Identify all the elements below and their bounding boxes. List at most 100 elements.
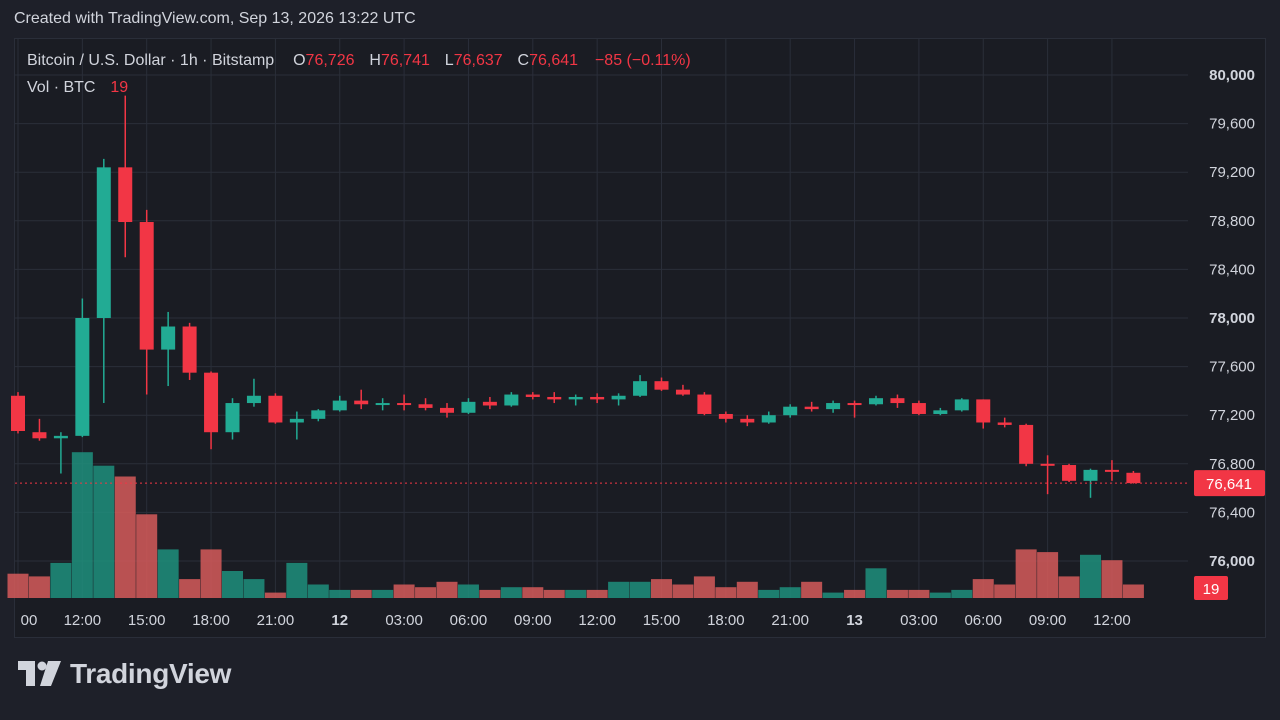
price-tick-label: 76,000 bbox=[1209, 553, 1255, 570]
candle-body bbox=[1019, 424, 1034, 464]
candle-body bbox=[75, 318, 90, 436]
time-tick-label: 18:00 bbox=[192, 612, 230, 629]
candle-body bbox=[976, 399, 991, 423]
candle-body bbox=[740, 418, 755, 423]
price-tick-label: 77,600 bbox=[1209, 359, 1255, 376]
candle-body bbox=[482, 401, 497, 406]
volume-bar bbox=[736, 581, 758, 598]
volume-bar bbox=[1101, 560, 1123, 598]
candle-body bbox=[954, 399, 969, 411]
candle-body bbox=[139, 222, 154, 350]
price-tick-label: 78,000 bbox=[1209, 310, 1255, 327]
candle-body bbox=[675, 389, 690, 395]
time-tick-label: 12:00 bbox=[1093, 612, 1131, 629]
volume-bar bbox=[1080, 554, 1101, 598]
candle-body bbox=[826, 403, 841, 410]
candle-body bbox=[568, 396, 583, 400]
volume-bar bbox=[1015, 549, 1037, 598]
high-value: 76,741 bbox=[380, 52, 430, 69]
volume-bar bbox=[350, 589, 372, 598]
created-with-text: Created with TradingView.com, Sep 13, 20… bbox=[14, 10, 416, 27]
candle-body bbox=[997, 422, 1012, 425]
volume-bar bbox=[994, 584, 1016, 598]
candle-body bbox=[354, 400, 369, 405]
open-label: O bbox=[293, 52, 306, 69]
volume-bar bbox=[543, 589, 565, 598]
candle-body bbox=[96, 167, 111, 318]
volume-bar bbox=[286, 562, 308, 598]
close-label: C bbox=[517, 52, 530, 69]
volume-bar bbox=[264, 592, 286, 598]
volume-bar bbox=[307, 584, 329, 598]
candle-body bbox=[804, 406, 819, 410]
candle-body bbox=[590, 396, 605, 400]
time-tick-label: 21:00 bbox=[771, 612, 809, 629]
price-tick-label: 79,600 bbox=[1209, 116, 1255, 133]
volume-bar bbox=[972, 579, 994, 598]
last-volume-label: 19 bbox=[1203, 581, 1220, 598]
chart-pane[interactable] bbox=[14, 38, 1266, 638]
volume-bar bbox=[844, 589, 866, 598]
candle-body bbox=[547, 396, 562, 400]
volume-bar bbox=[415, 587, 437, 598]
candle-body bbox=[633, 381, 648, 396]
price-tick-label: 78,400 bbox=[1209, 261, 1255, 278]
candle-body bbox=[504, 394, 519, 406]
candle-body bbox=[118, 167, 133, 223]
tradingview-logo-icon bbox=[18, 661, 61, 686]
time-tick-label: 09:00 bbox=[1029, 612, 1067, 629]
candle-body bbox=[225, 403, 240, 433]
volume-bar bbox=[1037, 552, 1059, 598]
time-tick-label: 06:00 bbox=[450, 612, 488, 629]
volume-bar bbox=[393, 584, 415, 598]
candle-body bbox=[182, 326, 197, 373]
volume-bar bbox=[222, 571, 243, 598]
volume-bar bbox=[865, 568, 887, 598]
volume-bar bbox=[28, 576, 50, 598]
tradingview-logo[interactable]: TradingView bbox=[18, 656, 231, 692]
candle-body bbox=[869, 398, 883, 405]
volume-bar bbox=[1058, 576, 1080, 598]
volume-bar bbox=[114, 476, 136, 598]
volume-bar bbox=[801, 581, 823, 598]
candle-body bbox=[525, 394, 540, 397]
symbol-title: Bitcoin / U.S. Dollar · 1h · Bitstamp bbox=[27, 52, 275, 69]
volume-bar bbox=[479, 589, 501, 598]
candle-body bbox=[761, 415, 776, 423]
candle-body bbox=[783, 406, 798, 416]
last-price-label: 76,641 bbox=[1206, 476, 1252, 493]
volume-bar bbox=[672, 584, 694, 598]
volume-bar bbox=[608, 581, 630, 598]
price-tick-label: 80,000 bbox=[1209, 67, 1255, 84]
candle-body bbox=[289, 418, 304, 423]
candle-body bbox=[933, 410, 948, 414]
change-value: −85 (−0.11%) bbox=[594, 52, 691, 69]
volume-label: Vol · BTC bbox=[27, 79, 96, 96]
volume-bar bbox=[372, 589, 394, 598]
volume-bar bbox=[908, 589, 930, 598]
candle-body bbox=[697, 394, 712, 414]
volume-bar bbox=[50, 562, 72, 598]
price-tick-label: 76,800 bbox=[1209, 456, 1255, 473]
volume-bar bbox=[500, 587, 522, 598]
volume-bar bbox=[822, 592, 844, 598]
volume-legend: Vol · BTC 19 bbox=[27, 79, 128, 97]
volume-bar bbox=[929, 592, 951, 598]
close-value: 76,641 bbox=[529, 52, 579, 69]
candle-body bbox=[611, 395, 626, 400]
candle-body bbox=[53, 435, 68, 439]
candle-body bbox=[1040, 463, 1055, 466]
volume-bar bbox=[200, 549, 222, 598]
open-value: 76,726 bbox=[305, 52, 355, 69]
volume-bar bbox=[715, 587, 737, 598]
time-tick-label: 12 bbox=[331, 612, 348, 629]
candle-body bbox=[890, 398, 905, 404]
volume-bar bbox=[436, 581, 458, 598]
volume-bar bbox=[71, 452, 93, 598]
volume-bar bbox=[951, 589, 973, 598]
high-label: H bbox=[369, 52, 381, 69]
volume-value: 19 bbox=[110, 79, 129, 96]
candle-body bbox=[375, 403, 390, 406]
time-tick-label: 06:00 bbox=[964, 612, 1002, 629]
